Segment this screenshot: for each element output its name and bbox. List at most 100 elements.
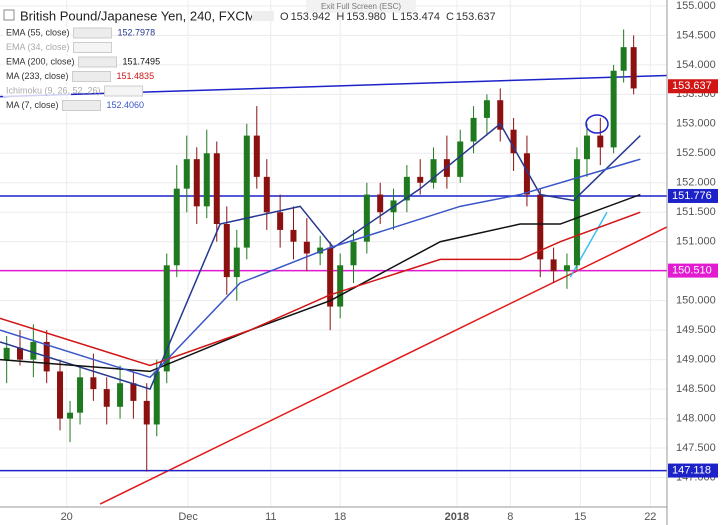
legend-icons[interactable] xyxy=(62,100,102,111)
legend-bg xyxy=(3,99,71,112)
candle-body xyxy=(563,265,570,272)
candle-body xyxy=(303,241,310,254)
candle-body xyxy=(153,371,160,425)
y-tick-label: 152.000 xyxy=(676,177,716,189)
candle-body xyxy=(193,159,200,207)
legend-entry: EMA (55, close) xyxy=(6,27,70,37)
ohlc-key: H xyxy=(336,11,344,23)
legend-entry: EMA (200, close) xyxy=(6,56,75,66)
plot xyxy=(0,29,668,505)
candle-body xyxy=(213,153,220,225)
candle-body xyxy=(90,377,97,390)
title-icons[interactable] xyxy=(252,11,274,21)
candle-body xyxy=(430,159,437,183)
candle-body xyxy=(263,176,270,213)
candle-body xyxy=(243,135,250,248)
price-label: 150.510 xyxy=(672,265,712,277)
candle-body xyxy=(337,265,344,307)
legend-entry: EMA (34, close) xyxy=(6,42,70,52)
legend-value: 151.4835 xyxy=(117,71,155,81)
collapse-icon[interactable] xyxy=(3,9,15,21)
legend-bg xyxy=(3,85,71,97)
price-label: 151.776 xyxy=(672,190,712,202)
candle-body xyxy=(573,159,580,266)
x-tick-label: 18 xyxy=(334,511,346,523)
y-tick-label: 153.000 xyxy=(676,118,716,130)
candle-body xyxy=(350,241,357,266)
candle-body xyxy=(253,135,260,177)
legend-bg xyxy=(3,41,71,54)
candle-body xyxy=(233,247,240,278)
candle-body xyxy=(143,400,150,425)
candle-body xyxy=(597,135,604,148)
price-label-box xyxy=(668,79,718,94)
ohlc-value: 153.637 xyxy=(456,11,496,23)
candle-body xyxy=(57,371,64,419)
price-label-box xyxy=(668,188,718,203)
y-tick-label: 148.500 xyxy=(676,383,716,395)
legend-entry: Ichimoku (9, 26, 52, 26) xyxy=(6,85,101,95)
candle-body xyxy=(610,70,617,148)
candle-body xyxy=(497,100,504,130)
legend-value: 152.7978 xyxy=(118,27,156,37)
price-label: 147.118 xyxy=(672,464,711,476)
ohlc-value: 153.980 xyxy=(346,11,386,23)
x-tick-label: 15 xyxy=(574,511,586,523)
y-tick-label: 150.000 xyxy=(676,295,716,307)
y-tick-label: 148.000 xyxy=(676,412,716,424)
candle-body xyxy=(377,194,384,213)
candle-body xyxy=(290,229,297,242)
y-tick-label: 154.500 xyxy=(676,29,716,41)
legend-icons[interactable] xyxy=(104,85,144,97)
ohlc-value: 153.942 xyxy=(291,11,331,23)
candle-body xyxy=(67,412,74,419)
legend-icons[interactable] xyxy=(73,27,113,39)
ohlc-value: 153.474 xyxy=(400,11,440,23)
trendline xyxy=(569,211,608,278)
candle-body xyxy=(77,377,84,413)
candle-body xyxy=(483,100,490,118)
candle-body xyxy=(223,224,230,278)
candle-body xyxy=(417,176,424,183)
legend-bg xyxy=(3,70,71,83)
candle-body xyxy=(537,194,544,260)
legend-entry: MA (7, close) xyxy=(6,100,59,110)
y-tick-label: 149.500 xyxy=(676,324,716,336)
y-tick-label: 147.500 xyxy=(676,442,716,454)
candle-body xyxy=(583,135,590,160)
candle-body xyxy=(327,247,334,307)
candle-body xyxy=(183,159,190,189)
ohlc-key: L xyxy=(392,11,398,23)
ohlc-key: C xyxy=(446,11,454,23)
candle-body xyxy=(117,383,124,407)
price-label-box xyxy=(668,263,718,278)
exit-fullscreen[interactable] xyxy=(306,0,416,13)
candle-body xyxy=(30,341,37,360)
legend-icons[interactable] xyxy=(78,56,118,68)
exit-fullscreen-text[interactable]: Exit Full Screen (ESC) xyxy=(321,2,401,11)
x-tick-label: Dec xyxy=(178,511,198,523)
candle-body xyxy=(163,265,170,372)
candle-body xyxy=(443,159,450,177)
candle-body xyxy=(510,129,517,154)
x-tick-label: 22 xyxy=(644,511,656,523)
x-tick-label: 2018 xyxy=(445,511,469,523)
y-tick-label: 154.000 xyxy=(676,59,716,71)
candle-body xyxy=(403,176,410,201)
legend-value: 151.7495 xyxy=(123,56,161,66)
y-tick-label: 155.000 xyxy=(676,0,716,12)
y-tick-label: 151.500 xyxy=(676,206,716,218)
legend-entry: MA (233, close) xyxy=(6,71,69,81)
indicator-line xyxy=(0,122,641,391)
candle-body xyxy=(130,383,137,401)
y-tick-label: 152.500 xyxy=(676,147,716,159)
legend-icons[interactable] xyxy=(73,42,113,53)
x-tick-label: 20 xyxy=(61,511,73,523)
price-label: 153.637 xyxy=(672,80,712,92)
candle-body xyxy=(470,117,477,142)
legend-icons[interactable] xyxy=(72,71,112,82)
candle-body xyxy=(17,347,24,360)
indicator-line xyxy=(0,158,641,379)
x-tick-label: 11 xyxy=(265,511,276,523)
